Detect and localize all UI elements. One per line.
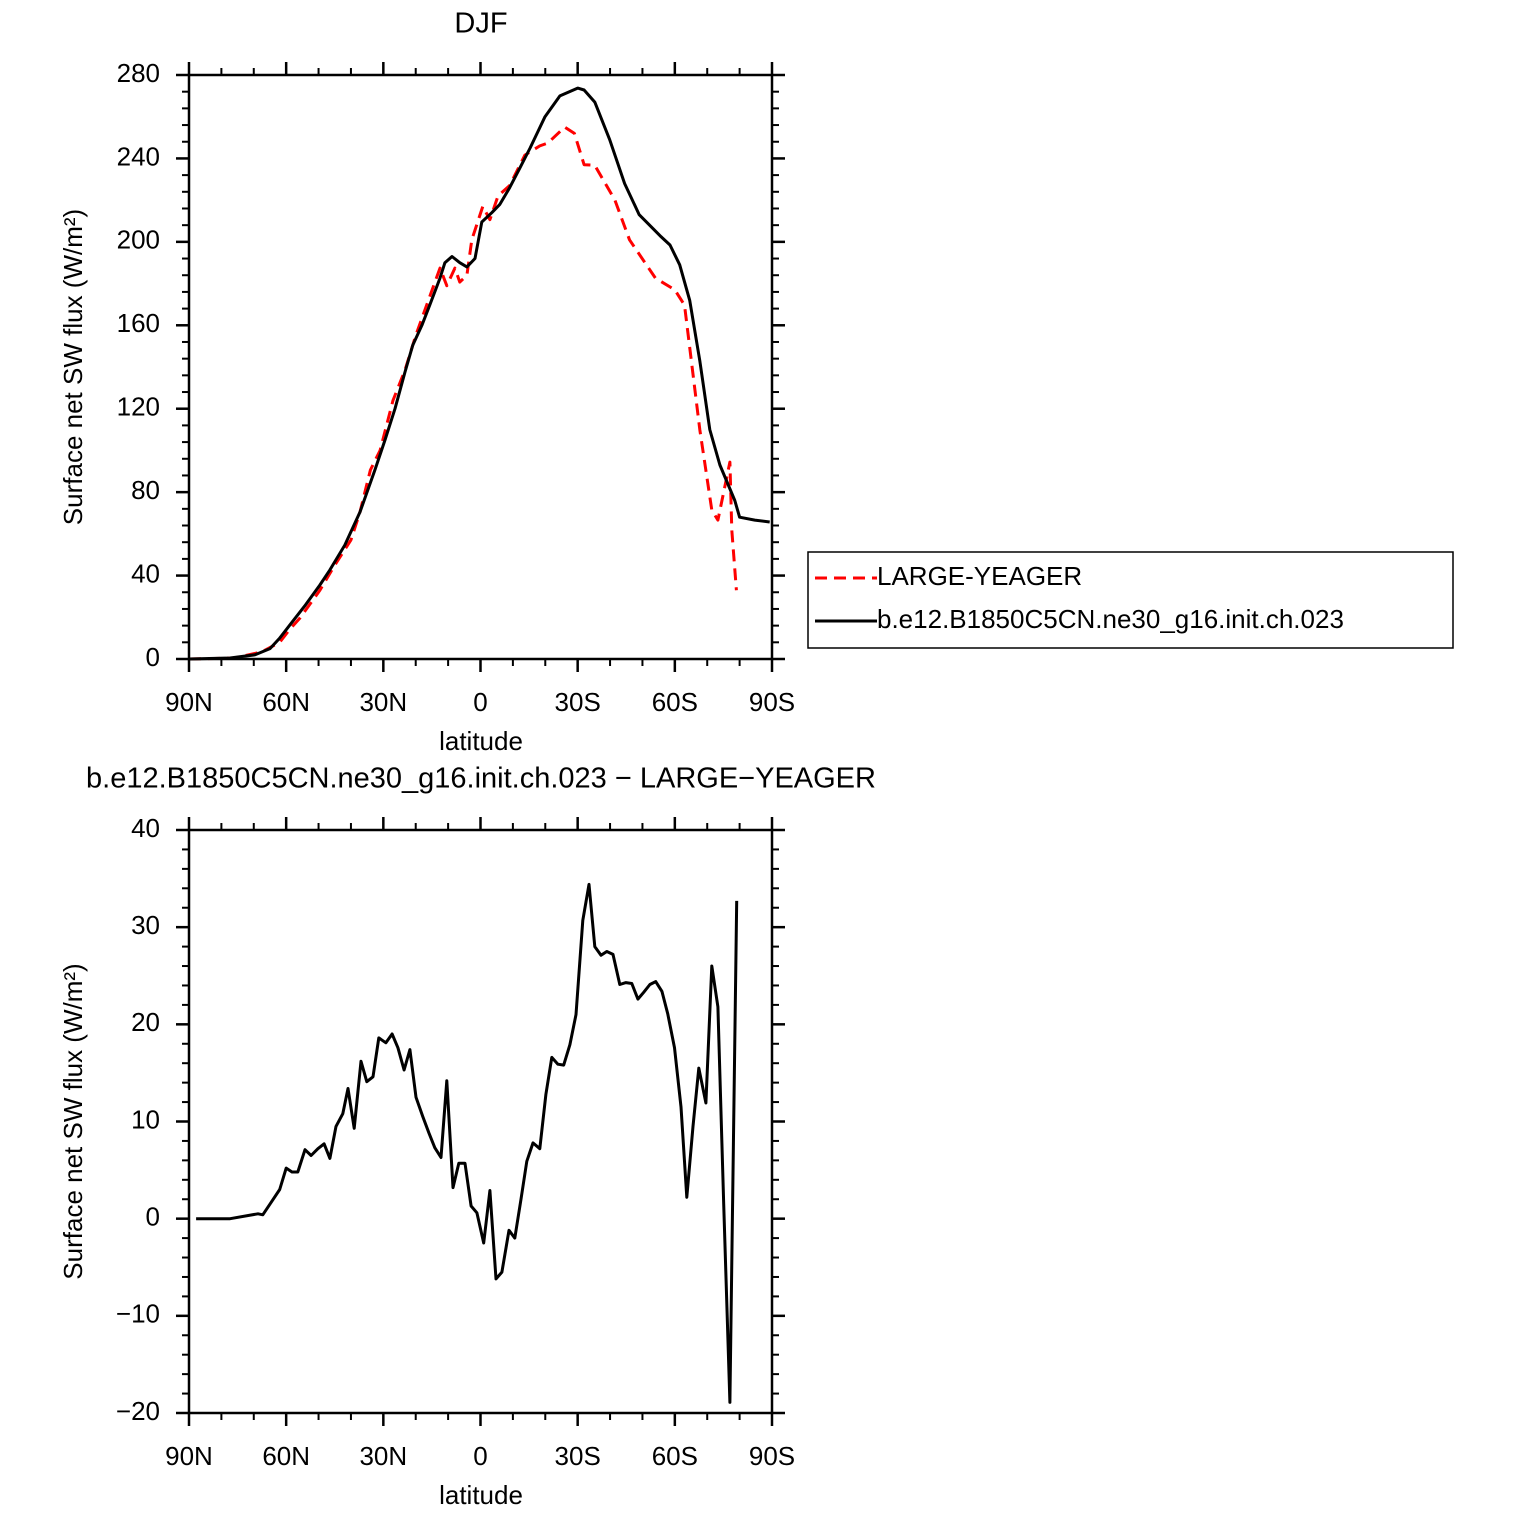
chart-title: DJF: [454, 8, 507, 40]
y-tick-label: 0: [146, 1202, 160, 1232]
y-tick-label: 280: [117, 58, 160, 88]
y-axis-label: Surface net SW flux (W/m²): [58, 209, 88, 525]
y-tick-label: −20: [116, 1396, 160, 1426]
y-tick-label: 40: [131, 813, 160, 843]
x-axis-label: latitude: [439, 1480, 523, 1510]
plot-frame: [187, 828, 774, 1415]
y-tick-label: 120: [117, 392, 160, 422]
x-axis-label: latitude: [439, 726, 523, 756]
x-tick-label: 90S: [749, 1441, 795, 1471]
x-tick-label: 60S: [652, 1441, 698, 1471]
legend-label: LARGE-YEAGER: [877, 561, 1082, 591]
data-line: [196, 882, 739, 1404]
y-tick-label: 160: [117, 308, 160, 338]
x-tick-label: 90N: [165, 687, 213, 717]
y-tick-label: 20: [131, 1007, 160, 1037]
y-tick-label: 30: [131, 910, 160, 940]
plot-frame: [187, 73, 774, 661]
x-tick-label: 60N: [262, 687, 310, 717]
y-tick-label: 80: [131, 475, 160, 505]
y-tick-label: 240: [117, 141, 160, 171]
x-tick-label: 90S: [749, 687, 795, 717]
x-tick-label: 0: [473, 687, 487, 717]
x-tick-label: 30S: [555, 1441, 601, 1471]
x-tick-label: 30N: [359, 687, 407, 717]
x-tick-label: 0: [473, 1441, 487, 1471]
y-tick-label: 0: [146, 642, 160, 672]
data-line: [188, 86, 770, 661]
data-line: [188, 125, 738, 661]
x-tick-label: 60S: [652, 687, 698, 717]
y-tick-label: −10: [116, 1299, 160, 1329]
y-tick-label: 200: [117, 225, 160, 255]
x-tick-label: 90N: [165, 1441, 213, 1471]
y-axis-label: Surface net SW flux (W/m²): [58, 963, 88, 1279]
legend-box: [807, 551, 1454, 649]
y-tick-label: 10: [131, 1104, 160, 1134]
y-tick-label: 40: [131, 558, 160, 588]
legend-label: b.e12.B1850C5CN.ne30_g16.init.ch.023: [877, 604, 1344, 634]
x-tick-label: 30S: [555, 687, 601, 717]
chart-title: b.e12.B1850C5CN.ne30_g16.init.ch.023 − L…: [86, 763, 876, 795]
x-tick-label: 30N: [359, 1441, 407, 1471]
x-tick-label: 60N: [262, 1441, 310, 1471]
